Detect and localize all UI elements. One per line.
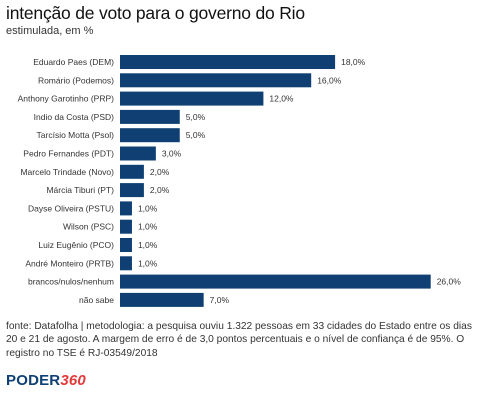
category-label: Tarcísio Motta (Psol): [37, 130, 115, 140]
value-label: 1,0%: [138, 240, 158, 250]
category-label: Anthony Garotinho (PRP): [18, 94, 115, 104]
value-label: 1,0%: [138, 203, 158, 213]
category-label: Luiz Eugênio (PCO): [38, 240, 114, 250]
bar: [120, 201, 132, 216]
value-label: 5,0%: [186, 112, 206, 122]
value-label: 16,0%: [317, 75, 342, 85]
bar: [120, 73, 312, 88]
poder360-logo: PODER360: [6, 372, 86, 389]
logo-brand-text: PODER: [6, 372, 61, 389]
value-label: 7,0%: [210, 295, 230, 305]
bar: [120, 109, 180, 124]
bar: [120, 146, 156, 161]
value-label: 12,0%: [269, 94, 294, 104]
value-label: 26,0%: [437, 277, 462, 287]
category-label: Eduardo Paes (DEM): [33, 57, 114, 67]
value-label: 2,0%: [150, 167, 170, 177]
category-label: Wilson (PSC): [63, 222, 114, 232]
bar: [120, 183, 144, 198]
bar: [120, 91, 264, 106]
bar: [120, 292, 204, 307]
bar: [120, 256, 132, 271]
value-label: 18,0%: [341, 57, 366, 67]
category-label: Indio da Costa (PSD): [34, 112, 114, 122]
logo-number-text: 360: [60, 372, 86, 389]
chart-subtitle: estimulada, em %: [6, 25, 94, 37]
bar: [120, 128, 180, 143]
category-label: não sabe: [79, 295, 114, 305]
category-label: André Monteiro (PRTB): [25, 258, 114, 268]
value-label: 1,0%: [138, 258, 158, 268]
value-label: 2,0%: [150, 185, 170, 195]
bar: [120, 238, 132, 252]
bar: [120, 219, 132, 234]
source-footnote: fonte: Datafolha | metodologia: a pesqui…: [6, 321, 472, 359]
category-label: Márcia Tiburi (PT): [46, 185, 114, 195]
category-label: Dayse Oliveira (PSTU): [28, 203, 114, 213]
category-label: Romário (Podemos): [38, 75, 114, 85]
bar: [120, 55, 336, 69]
bar-chart: Eduardo Paes (DEM) 18,0% Romário (Podemos)…: [18, 55, 462, 307]
bar: [120, 274, 431, 289]
category-label: brancos/nulos/nenhum: [28, 277, 114, 287]
value-label: 5,0%: [186, 130, 206, 140]
chart-title: intenção de voto para o governo do Rio: [6, 3, 305, 23]
value-label: 1,0%: [138, 222, 158, 232]
value-label: 3,0%: [162, 149, 182, 159]
category-label: Pedro Fernandes (PDT): [23, 149, 114, 159]
bar: [120, 164, 144, 179]
category-label: Marcelo Trindade (Novo): [20, 167, 114, 177]
